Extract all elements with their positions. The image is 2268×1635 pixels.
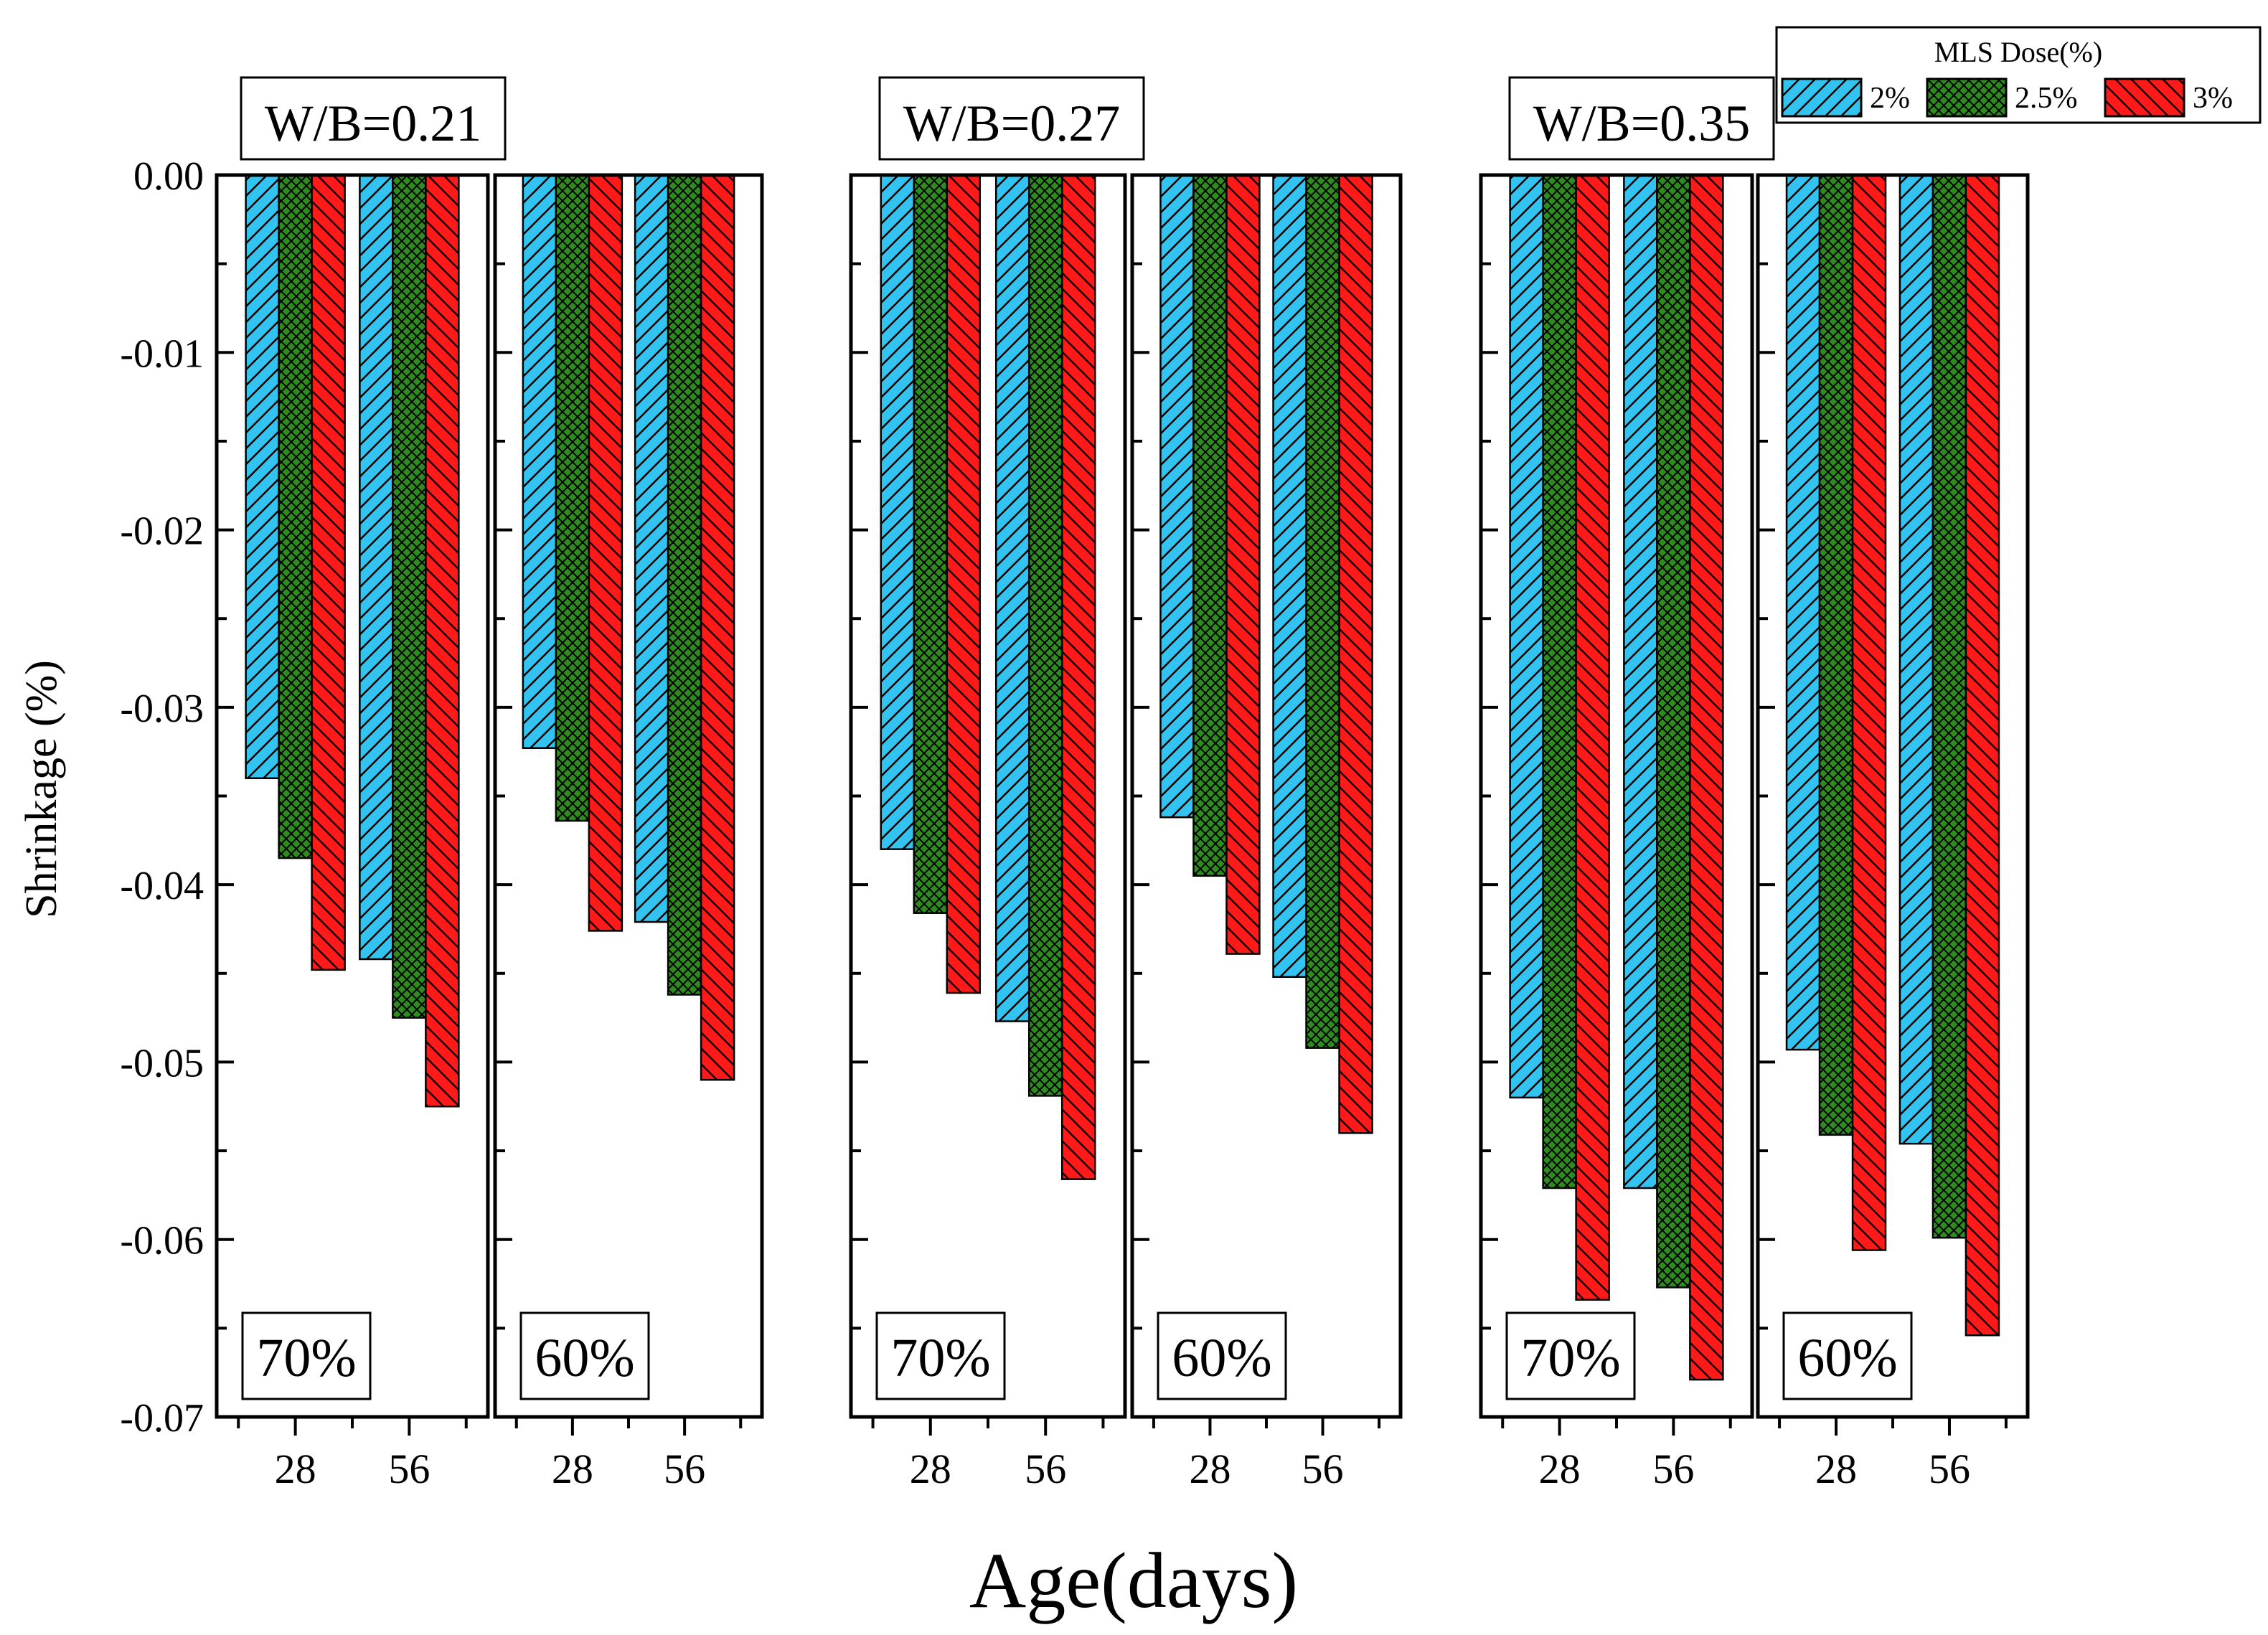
x-tick-label: 28 — [910, 1446, 951, 1492]
group-title-3-text: W/B=0.35 — [1533, 95, 1751, 152]
bar-2-5pct-day-56 — [667, 174, 702, 996]
x-tick-label: 56 — [1025, 1446, 1066, 1492]
panel-3-60: 28 56 60% — [1756, 173, 2030, 1492]
y-tick-label: -0.02 — [120, 509, 204, 554]
panel-1-70: 28 56 70% — [215, 173, 490, 1492]
bar-2-5pct-day-56 — [1656, 174, 1691, 1288]
legend-label-3: 3% — [2193, 82, 2233, 115]
panel-label-box — [519, 1311, 650, 1400]
bar-2pct-day-56 — [634, 174, 669, 923]
bar-2-5pct-day-28 — [278, 174, 313, 859]
x-tick-label: 56 — [388, 1446, 430, 1492]
bar-3pct-day-28 — [946, 174, 982, 994]
x-tick-label: 56 — [1302, 1446, 1344, 1492]
y-tick-label: -0.01 — [120, 331, 204, 376]
panel-3-70: 28 56 70% — [1479, 173, 1754, 1492]
bar-3pct-day-28 — [1575, 174, 1610, 1301]
bar-3pct-day-28 — [311, 174, 346, 971]
bar-2pct-day-56 — [994, 174, 1030, 1022]
bar-2-5pct-day-28 — [555, 174, 590, 822]
bar-3pct-day-56 — [425, 174, 460, 1108]
panel-label-box — [241, 1311, 372, 1400]
bar-2pct-day-28 — [522, 174, 557, 749]
bar-3pct-day-28 — [1851, 174, 1887, 1251]
legend-swatch-3 — [2104, 77, 2185, 118]
bar-2-5pct-day-56 — [392, 174, 427, 1019]
y-tick-labels: 0.00 -0.01 -0.02 -0.03 -0.04 -0.05 -0.06… — [120, 154, 204, 1441]
legend-swatch-2 — [1781, 77, 1863, 118]
bar-2pct-day-28 — [880, 174, 916, 850]
panel-label-box — [875, 1311, 1006, 1400]
x-tick-label: 28 — [1539, 1446, 1581, 1492]
bar-3pct-day-56 — [1060, 174, 1096, 1180]
x-tick-label: 56 — [664, 1446, 705, 1492]
bar-2-5pct-day-56 — [1027, 174, 1063, 1097]
group-title-2: W/B=0.27 — [878, 76, 1145, 161]
group-title-2-text: W/B=0.27 — [903, 95, 1121, 152]
bar-2pct-day-56 — [1623, 174, 1658, 1189]
panel-1-60: 28 56 60% — [493, 173, 764, 1492]
panel-label-box — [1505, 1311, 1636, 1400]
x-tick-label: 28 — [552, 1446, 593, 1492]
legend-label-2: 2% — [1870, 82, 1910, 115]
panel-label: 60% — [1797, 1328, 1897, 1388]
y-axis-label: Shrinkage (%) — [17, 660, 66, 918]
bar-2-5pct-day-56 — [1305, 174, 1340, 1049]
legend: MLS Dose(%) 2% 2.5% 3% — [1775, 26, 2262, 124]
bar-2pct-day-56 — [1272, 174, 1307, 978]
panel-label: 70% — [890, 1328, 990, 1388]
bar-2pct-day-56 — [359, 174, 394, 961]
bar-3pct-day-56 — [1964, 174, 2000, 1337]
panel-2-60: 28 56 60% — [1130, 173, 1403, 1492]
bar-2-5pct-day-28 — [913, 174, 949, 914]
panel-label: 70% — [1520, 1328, 1620, 1388]
bar-3pct-day-56 — [1338, 174, 1373, 1134]
x-axis-label: Age(days) — [969, 1537, 1298, 1624]
panel-label-box — [1782, 1311, 1913, 1400]
bar-3pct-day-56 — [1689, 174, 1724, 1381]
bar-2-5pct-day-56 — [1931, 174, 1967, 1239]
legend-title: MLS Dose(%) — [1934, 36, 2102, 68]
bar-2-5pct-day-28 — [1542, 174, 1577, 1189]
bar-3pct-day-28 — [1225, 174, 1261, 955]
bar-2-5pct-day-28 — [1192, 174, 1228, 877]
y-tick-label: -0.04 — [120, 864, 204, 908]
bar-3pct-day-28 — [588, 174, 624, 932]
panel-label: 70% — [256, 1328, 356, 1388]
bar-2-5pct-day-28 — [1818, 174, 1854, 1136]
panel-label-box — [1157, 1311, 1287, 1400]
x-tick-label: 56 — [1929, 1446, 1970, 1492]
x-tick-label: 28 — [275, 1446, 316, 1492]
x-tick-label: 28 — [1189, 1446, 1231, 1492]
y-tick-label: 0.00 — [133, 154, 204, 199]
x-tick-label: 28 — [1815, 1446, 1857, 1492]
group-title-3: W/B=0.35 — [1508, 76, 1775, 161]
legend-swatch-2-5 — [1926, 77, 2008, 118]
bar-2pct-day-28 — [1159, 174, 1195, 819]
panel-2-70: 28 56 70% — [849, 173, 1127, 1492]
panel-label: 60% — [535, 1328, 634, 1388]
y-tick-label: -0.06 — [120, 1219, 204, 1263]
bar-2pct-day-28 — [1785, 174, 1821, 1051]
x-tick-label: 56 — [1652, 1446, 1694, 1492]
bar-2pct-day-28 — [245, 174, 280, 780]
bar-2pct-day-28 — [1509, 174, 1544, 1099]
y-tick-label: -0.03 — [120, 687, 204, 731]
bar-2pct-day-56 — [1898, 174, 1934, 1145]
group-title-1: W/B=0.21 — [240, 76, 507, 161]
y-tick-label: -0.07 — [120, 1396, 204, 1441]
legend-label-2-5: 2.5% — [2015, 82, 2078, 115]
y-tick-label: -0.05 — [120, 1041, 204, 1085]
panel-label: 60% — [1172, 1328, 1271, 1388]
group-title-1-text: W/B=0.21 — [265, 95, 482, 152]
bar-3pct-day-56 — [700, 174, 735, 1081]
panels-layer: 28 56 70% 28 56 60% 28 56 70% 28 56 60% 28 56 70% 28 56 6… — [215, 173, 2030, 1492]
